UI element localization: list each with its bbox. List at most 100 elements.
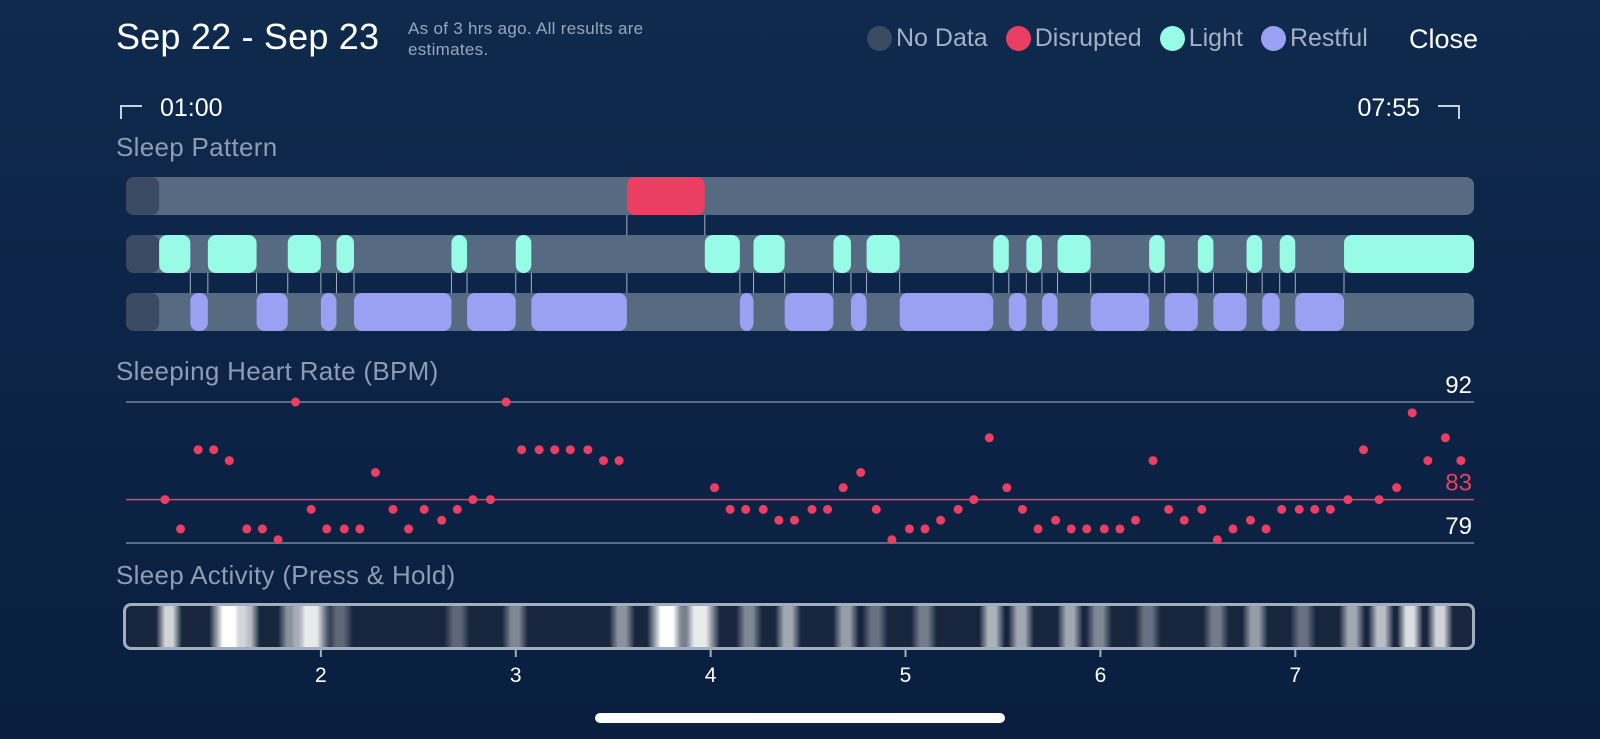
range-end[interactable]: 07:55: [1357, 94, 1460, 123]
heart-rate-point: [1033, 524, 1043, 534]
reference-label: 92: [1445, 372, 1472, 399]
light-segment: [451, 235, 468, 273]
heart-rate-point: [1294, 504, 1304, 514]
activity-band: [609, 606, 636, 647]
range-start-label: 01:00: [160, 94, 223, 122]
activity-band: [1368, 606, 1395, 647]
heart-rate-point: [789, 515, 799, 525]
heart-rate-point: [984, 433, 994, 443]
heart-rate-chart[interactable]: 92 83 79: [0, 365, 1600, 555]
heart-rate-point: [823, 504, 833, 514]
lane-track-disrupted: [126, 177, 1474, 215]
heart-rate-point: [437, 515, 447, 525]
light-segment: [1197, 235, 1214, 273]
heart-rate-point: [920, 524, 930, 534]
activity-band: [1290, 606, 1317, 647]
restful-segment: [1164, 293, 1198, 331]
activity-band: [978, 606, 1005, 647]
heart-rate-point: [583, 445, 593, 455]
heart-rate-heading: Sleeping Heart Rate (BPM): [116, 356, 439, 386]
heart-rate-point: [1197, 504, 1207, 514]
light-segment: [1246, 235, 1263, 273]
heart-rate-point: [468, 495, 478, 505]
disrupted-segment: [626, 177, 705, 215]
heart-rate-point: [501, 397, 511, 407]
legend-label: Light: [1188, 24, 1243, 52]
heart-rate-point: [807, 504, 817, 514]
restful-segment: [1213, 293, 1247, 331]
heart-rate-point: [1228, 524, 1238, 534]
x-tick-label: 2: [315, 664, 327, 687]
sleep-pattern-chart[interactable]: [0, 170, 1600, 340]
heart-rate-point: [904, 524, 914, 534]
light-segment: [207, 235, 257, 273]
activity-band: [1202, 606, 1229, 647]
light-segment: [336, 235, 355, 273]
heart-rate-point: [1099, 524, 1109, 534]
x-tick-label: 3: [510, 664, 522, 687]
page-subtitle: As of 3 hrs ago. All results are estimat…: [408, 19, 644, 59]
activity-band: [502, 606, 529, 647]
legend-restful: Restful: [1260, 24, 1368, 53]
restful-segment: [320, 293, 337, 331]
heart-rate-point: [1407, 408, 1417, 418]
legend-label: Disrupted: [1034, 24, 1142, 52]
heart-rate-point: [856, 468, 866, 477]
activity-band: [862, 606, 889, 647]
restful-segment: [850, 293, 867, 331]
restful-segment: [739, 293, 754, 331]
home-indicator[interactable]: [595, 713, 1005, 723]
heart-rate-point: [838, 483, 848, 493]
heart-rate-point: [871, 504, 881, 514]
activity-axis: 2 3 4 5 6 7: [315, 648, 1301, 687]
heart-rate-point: [193, 445, 203, 455]
heart-rate-point: [1392, 483, 1402, 493]
activity-band: [1085, 606, 1112, 647]
heart-rate-point: [1359, 445, 1369, 455]
heart-rate-point: [614, 456, 624, 466]
heart-rate-point: [774, 515, 784, 525]
bracket-right-icon: [1438, 104, 1460, 119]
heart-rate-point: [758, 504, 768, 514]
light-segment: [1279, 235, 1296, 273]
heart-rate-point: [209, 445, 219, 455]
heart-rate-point: [710, 483, 720, 493]
heart-rate-point: [1115, 524, 1125, 534]
activity-band: [1397, 606, 1424, 647]
legend-light: Light: [1159, 24, 1243, 53]
legend-label: Restful: [1289, 24, 1368, 52]
heart-rate-point: [1066, 524, 1076, 534]
light-segment: [993, 235, 1009, 273]
heart-rate-point: [1082, 524, 1092, 534]
activity-band: [1056, 606, 1083, 647]
heart-rate-point: [176, 524, 186, 534]
legend-disrupted: Disrupted: [1005, 24, 1142, 53]
heart-rate-point: [388, 504, 398, 514]
heart-rate-point: [291, 397, 301, 407]
heart-rate-point: [370, 468, 380, 477]
heart-rate-point: [741, 504, 751, 514]
heart-rate-point: [887, 535, 897, 545]
heart-rate-point: [1130, 515, 1140, 525]
light-segment: [1149, 235, 1165, 273]
activity-band: [443, 606, 470, 647]
restful-segment: [467, 293, 516, 331]
heart-rate-point: [452, 504, 462, 514]
light-segment: [515, 235, 532, 273]
heart-rate-point: [550, 445, 560, 455]
sleep-pattern-heading: Sleep Pattern: [116, 132, 278, 162]
light-dot-icon: [1159, 26, 1185, 51]
heart-rate-point: [404, 524, 414, 534]
light-segment: [159, 235, 191, 273]
range-start[interactable]: 01:00: [120, 94, 223, 123]
restful-segment: [784, 293, 834, 331]
sleep-activity-bar[interactable]: [123, 603, 1475, 650]
close-button[interactable]: Close: [1409, 24, 1479, 54]
reference-label: 83: [1445, 470, 1472, 497]
x-tick-label: 4: [705, 664, 717, 687]
activity-band: [1241, 606, 1268, 647]
x-tick-label: 7: [1289, 664, 1301, 687]
activity-band: [910, 606, 937, 647]
reference-label: 79: [1445, 513, 1472, 540]
legend-label: No Data: [896, 24, 988, 52]
